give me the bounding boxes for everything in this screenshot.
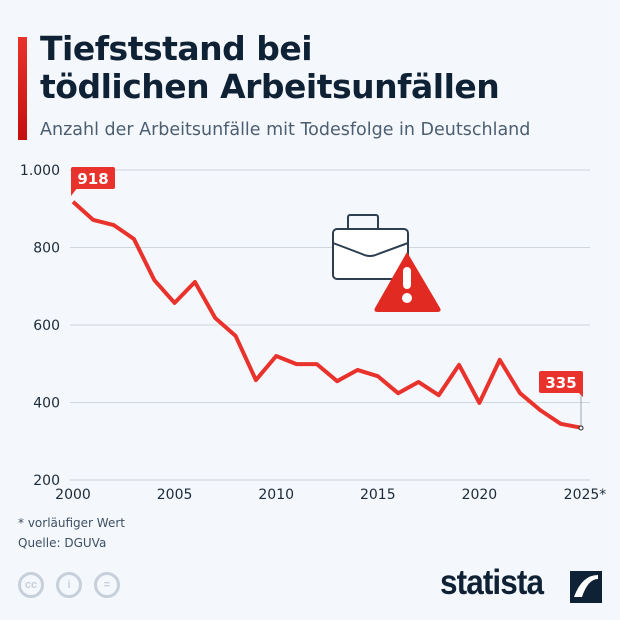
series-line xyxy=(71,200,582,430)
chart-subtitle: Anzahl der Arbeitsunfälle mit Todesfolge… xyxy=(40,120,531,140)
data-label-last-text: 335 xyxy=(545,374,576,392)
x-tick-label: 2005 xyxy=(157,487,193,503)
data-label-last: 335 xyxy=(539,371,584,431)
y-tick-label: 200 xyxy=(33,473,60,489)
y-tick-label: 1.000 xyxy=(20,163,60,179)
x-tick-label: 2010 xyxy=(258,487,294,503)
accent-bar xyxy=(18,37,27,140)
by-icon[interactable]: i xyxy=(56,572,82,598)
title-line-2: tödlichen Arbeitsunfällen xyxy=(40,67,500,106)
source[interactable]: Quelle: DGUVa xyxy=(18,536,107,550)
y-tick-label: 800 xyxy=(33,241,60,257)
y-tick-label: 400 xyxy=(33,396,60,412)
x-tick-label: 2020 xyxy=(462,487,498,503)
x-tick-label: 2015 xyxy=(360,487,396,503)
y-tick-label: 600 xyxy=(33,318,60,334)
data-label-first: 918 xyxy=(71,167,115,196)
statista-logo[interactable]: statista xyxy=(440,563,544,602)
footnote: * vorläufiger Wert xyxy=(18,516,125,530)
title-line-1: Tiefststand bei xyxy=(40,29,313,68)
data-label-first-text: 918 xyxy=(77,170,108,188)
cc-icon[interactable]: cc xyxy=(18,572,44,598)
warning-icon xyxy=(374,252,441,312)
x-tick-label: 2000 xyxy=(55,487,91,503)
nd-icon[interactable]: = xyxy=(94,572,120,598)
x-tick-label: 2025* xyxy=(564,487,607,503)
statista-logo-icon xyxy=(570,571,602,603)
chart-title: Tiefststand bei tödlichen Arbeitsunfälle… xyxy=(40,29,500,106)
briefcase-icon xyxy=(332,214,409,280)
